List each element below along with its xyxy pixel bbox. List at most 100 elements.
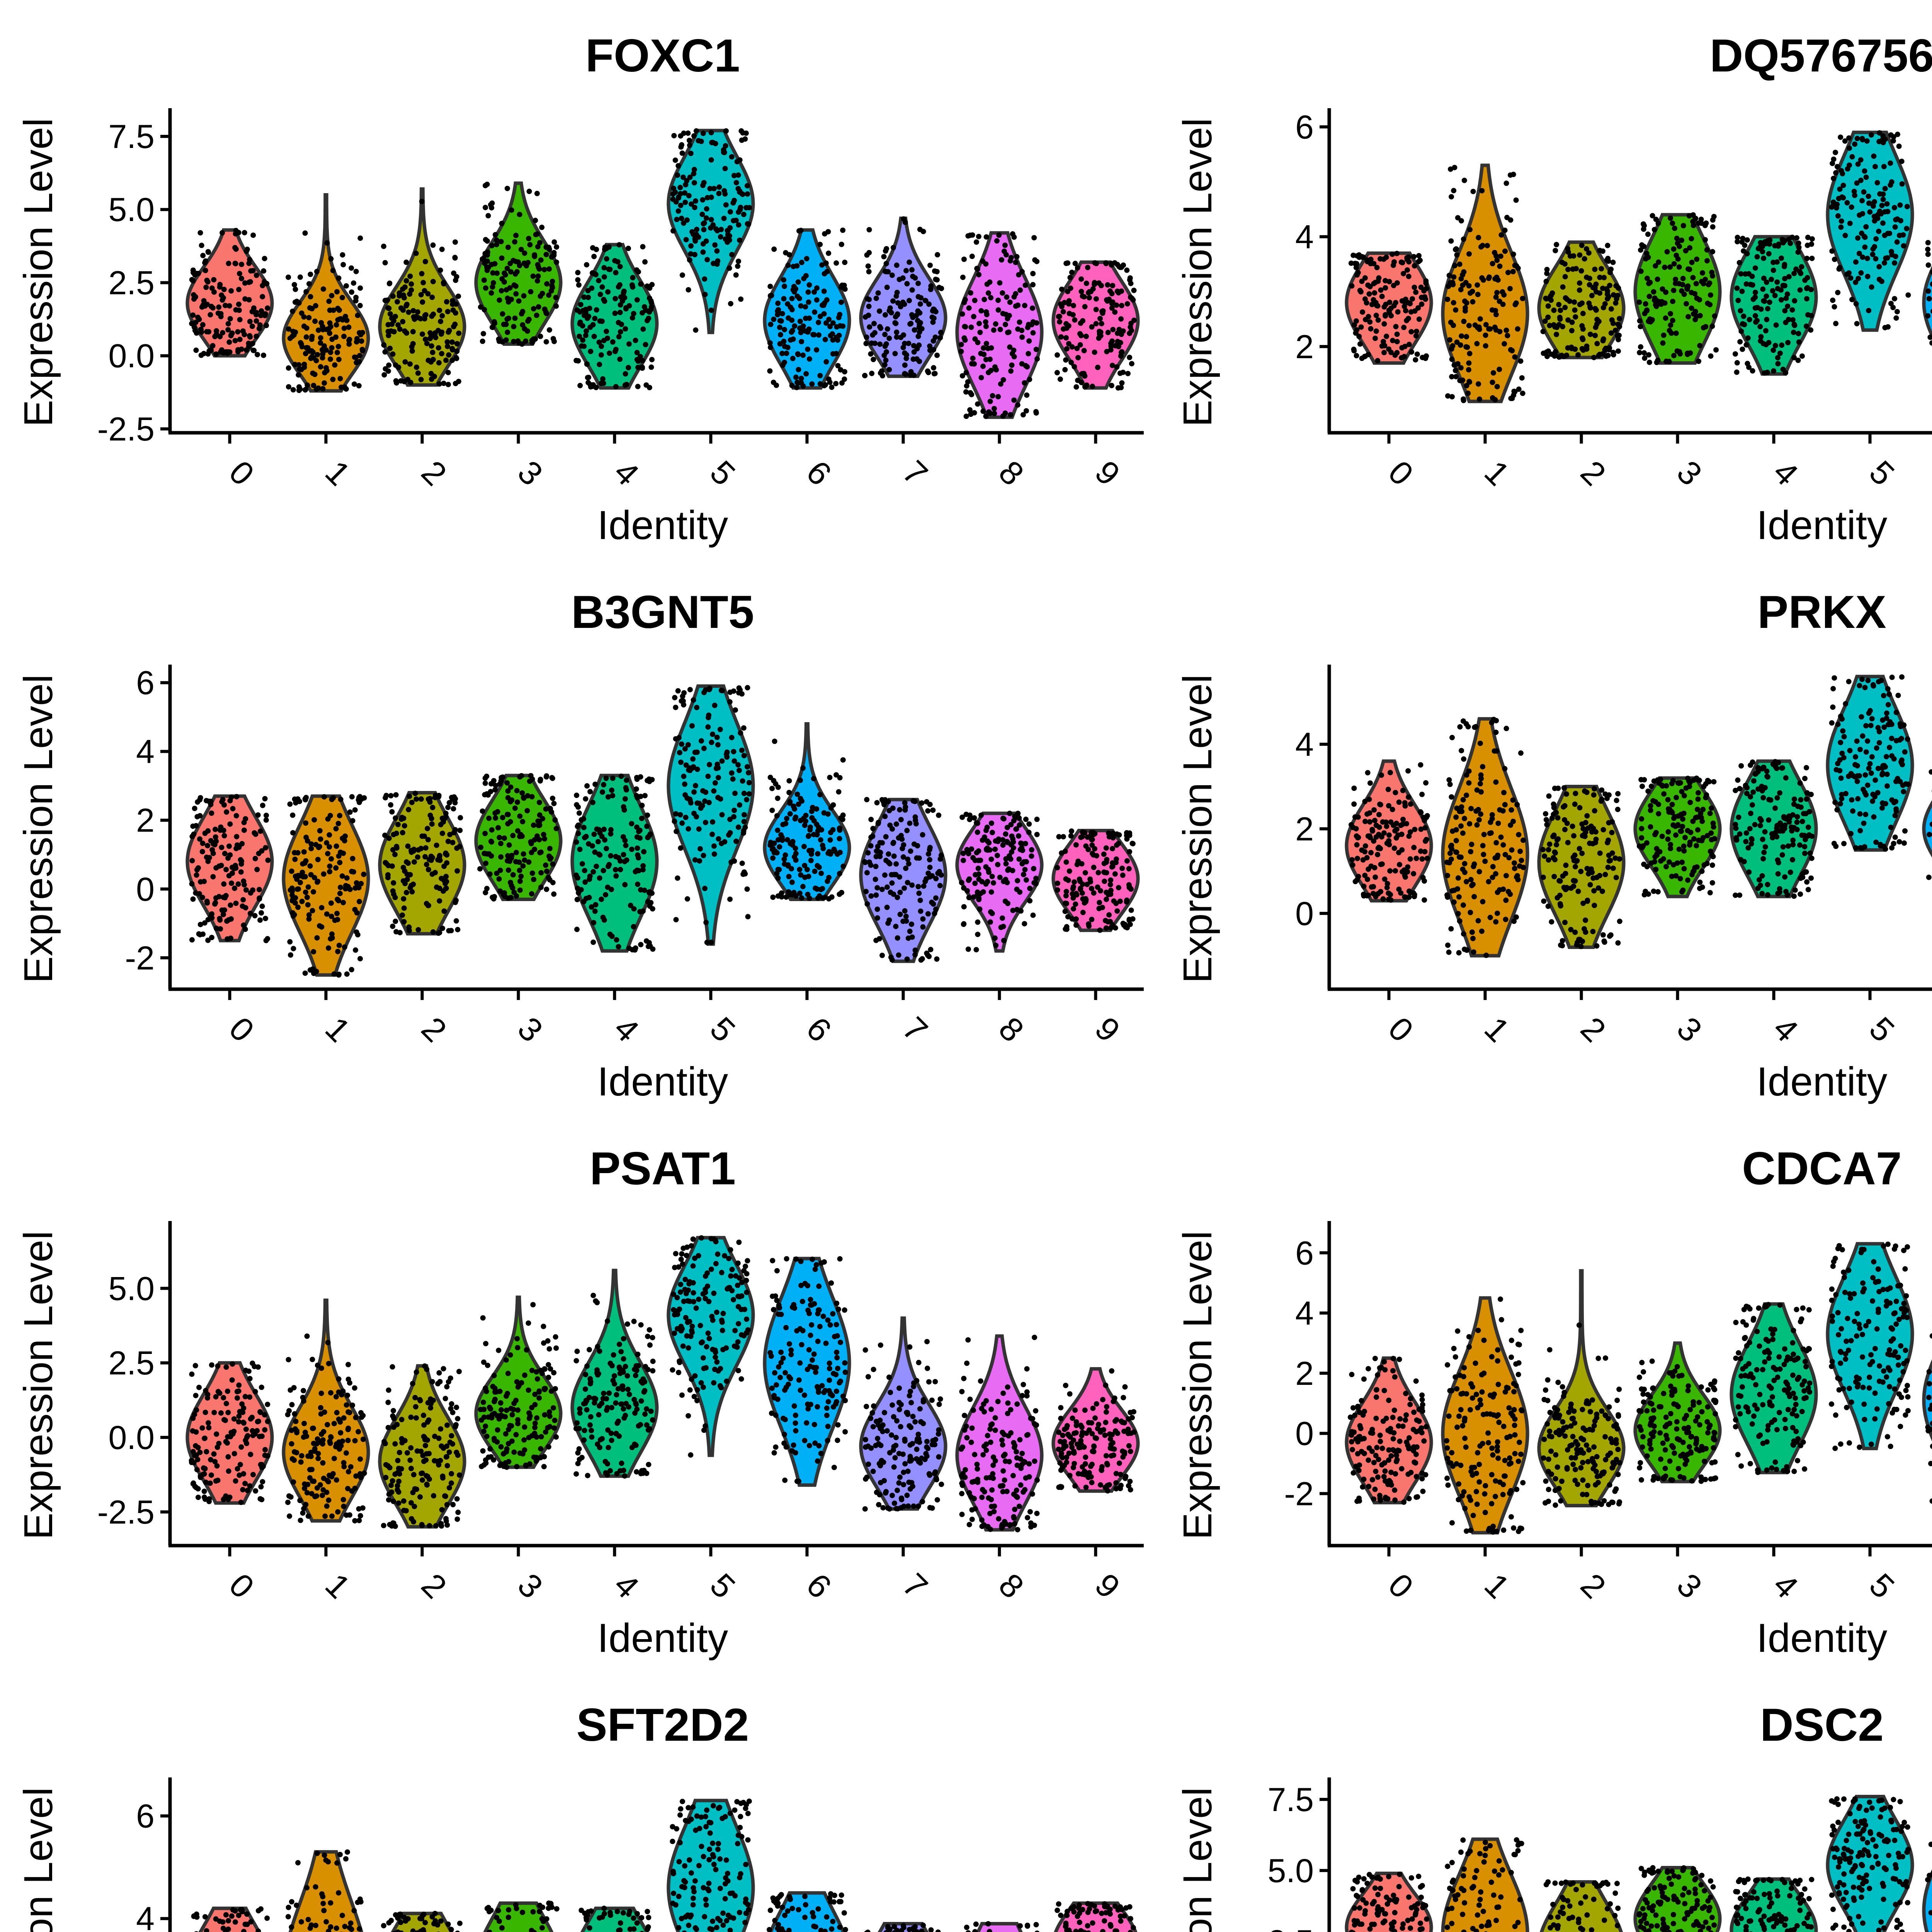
data-point — [865, 901, 870, 907]
data-point — [1701, 325, 1706, 330]
data-point — [689, 201, 694, 207]
data-point — [453, 310, 458, 316]
data-point — [230, 330, 235, 336]
data-point — [1638, 324, 1643, 329]
data-point — [240, 897, 246, 903]
data-point — [1865, 256, 1870, 261]
data-point — [352, 381, 357, 387]
data-point — [607, 350, 612, 356]
data-point — [329, 914, 334, 919]
data-point — [777, 318, 783, 323]
data-point — [1601, 305, 1606, 310]
data-point — [327, 864, 332, 869]
data-point — [1357, 341, 1363, 347]
data-point — [806, 874, 811, 879]
data-point — [393, 792, 399, 798]
data-point — [1609, 306, 1614, 312]
data-point — [304, 334, 309, 340]
x-tick-label: 5 — [1862, 454, 1901, 493]
data-point — [786, 863, 791, 869]
data-point — [1351, 348, 1357, 354]
x-tick-label: 0 — [1381, 454, 1420, 493]
data-point — [772, 739, 777, 744]
data-point — [1005, 316, 1010, 321]
data-point — [630, 284, 635, 290]
x-tick-label: 4 — [607, 1010, 646, 1049]
data-point — [1021, 872, 1026, 877]
data-point — [1068, 286, 1073, 291]
data-point — [1670, 299, 1675, 304]
data-point — [406, 807, 411, 812]
data-point — [806, 833, 811, 838]
data-point — [574, 802, 579, 808]
data-point — [911, 798, 916, 804]
data-point — [646, 309, 652, 315]
data-point — [597, 876, 602, 881]
data-point — [1129, 296, 1135, 301]
data-point — [402, 284, 408, 290]
data-point — [1704, 247, 1710, 253]
data-point — [1569, 346, 1575, 351]
data-point — [1056, 834, 1062, 839]
data-point — [483, 781, 488, 786]
data-point — [884, 349, 889, 355]
data-point — [866, 250, 872, 255]
data-point — [230, 871, 235, 876]
data-point — [390, 923, 395, 929]
data-point — [574, 927, 580, 932]
data-point — [798, 872, 803, 878]
data-point — [501, 322, 507, 327]
data-point — [488, 789, 493, 794]
data-point — [1893, 315, 1899, 321]
data-point — [680, 694, 685, 699]
data-point — [520, 819, 526, 824]
data-point — [837, 871, 842, 876]
data-point — [1011, 398, 1017, 403]
data-point — [634, 786, 639, 792]
data-point — [329, 293, 334, 298]
data-point — [1130, 841, 1136, 846]
data-point — [1110, 327, 1116, 332]
data-point — [253, 856, 258, 861]
data-point — [257, 896, 262, 901]
data-point — [1637, 350, 1642, 355]
data-point — [803, 316, 808, 321]
data-point — [1094, 296, 1099, 302]
data-point — [990, 830, 995, 835]
data-point — [553, 303, 559, 309]
data-point — [407, 794, 412, 799]
data-point — [1399, 345, 1405, 350]
data-point — [1381, 350, 1387, 355]
data-point — [864, 341, 869, 346]
data-point — [290, 309, 295, 314]
data-point — [622, 859, 628, 864]
data-point — [1477, 396, 1482, 402]
data-point — [1804, 323, 1809, 329]
data-point — [932, 371, 937, 376]
data-point — [1455, 215, 1461, 221]
data-point — [884, 261, 889, 266]
data-point — [893, 924, 898, 929]
data-point — [287, 939, 293, 944]
data-point — [701, 746, 707, 751]
data-point — [875, 906, 880, 912]
data-point — [592, 316, 597, 321]
data-point — [1544, 267, 1550, 272]
data-point — [784, 816, 789, 821]
data-point — [1364, 300, 1369, 306]
data-point — [775, 796, 781, 801]
data-point — [457, 815, 463, 820]
data-point — [592, 782, 598, 787]
data-point — [612, 258, 617, 264]
data-point — [639, 365, 645, 370]
data-point — [505, 245, 511, 250]
data-point — [544, 869, 549, 874]
data-point — [622, 882, 628, 888]
data-point — [1413, 357, 1418, 362]
data-point — [968, 815, 973, 821]
data-point — [1010, 836, 1015, 842]
data-point — [1547, 323, 1552, 328]
data-point — [1831, 156, 1837, 162]
data-point — [311, 889, 316, 895]
data-point — [673, 199, 679, 205]
